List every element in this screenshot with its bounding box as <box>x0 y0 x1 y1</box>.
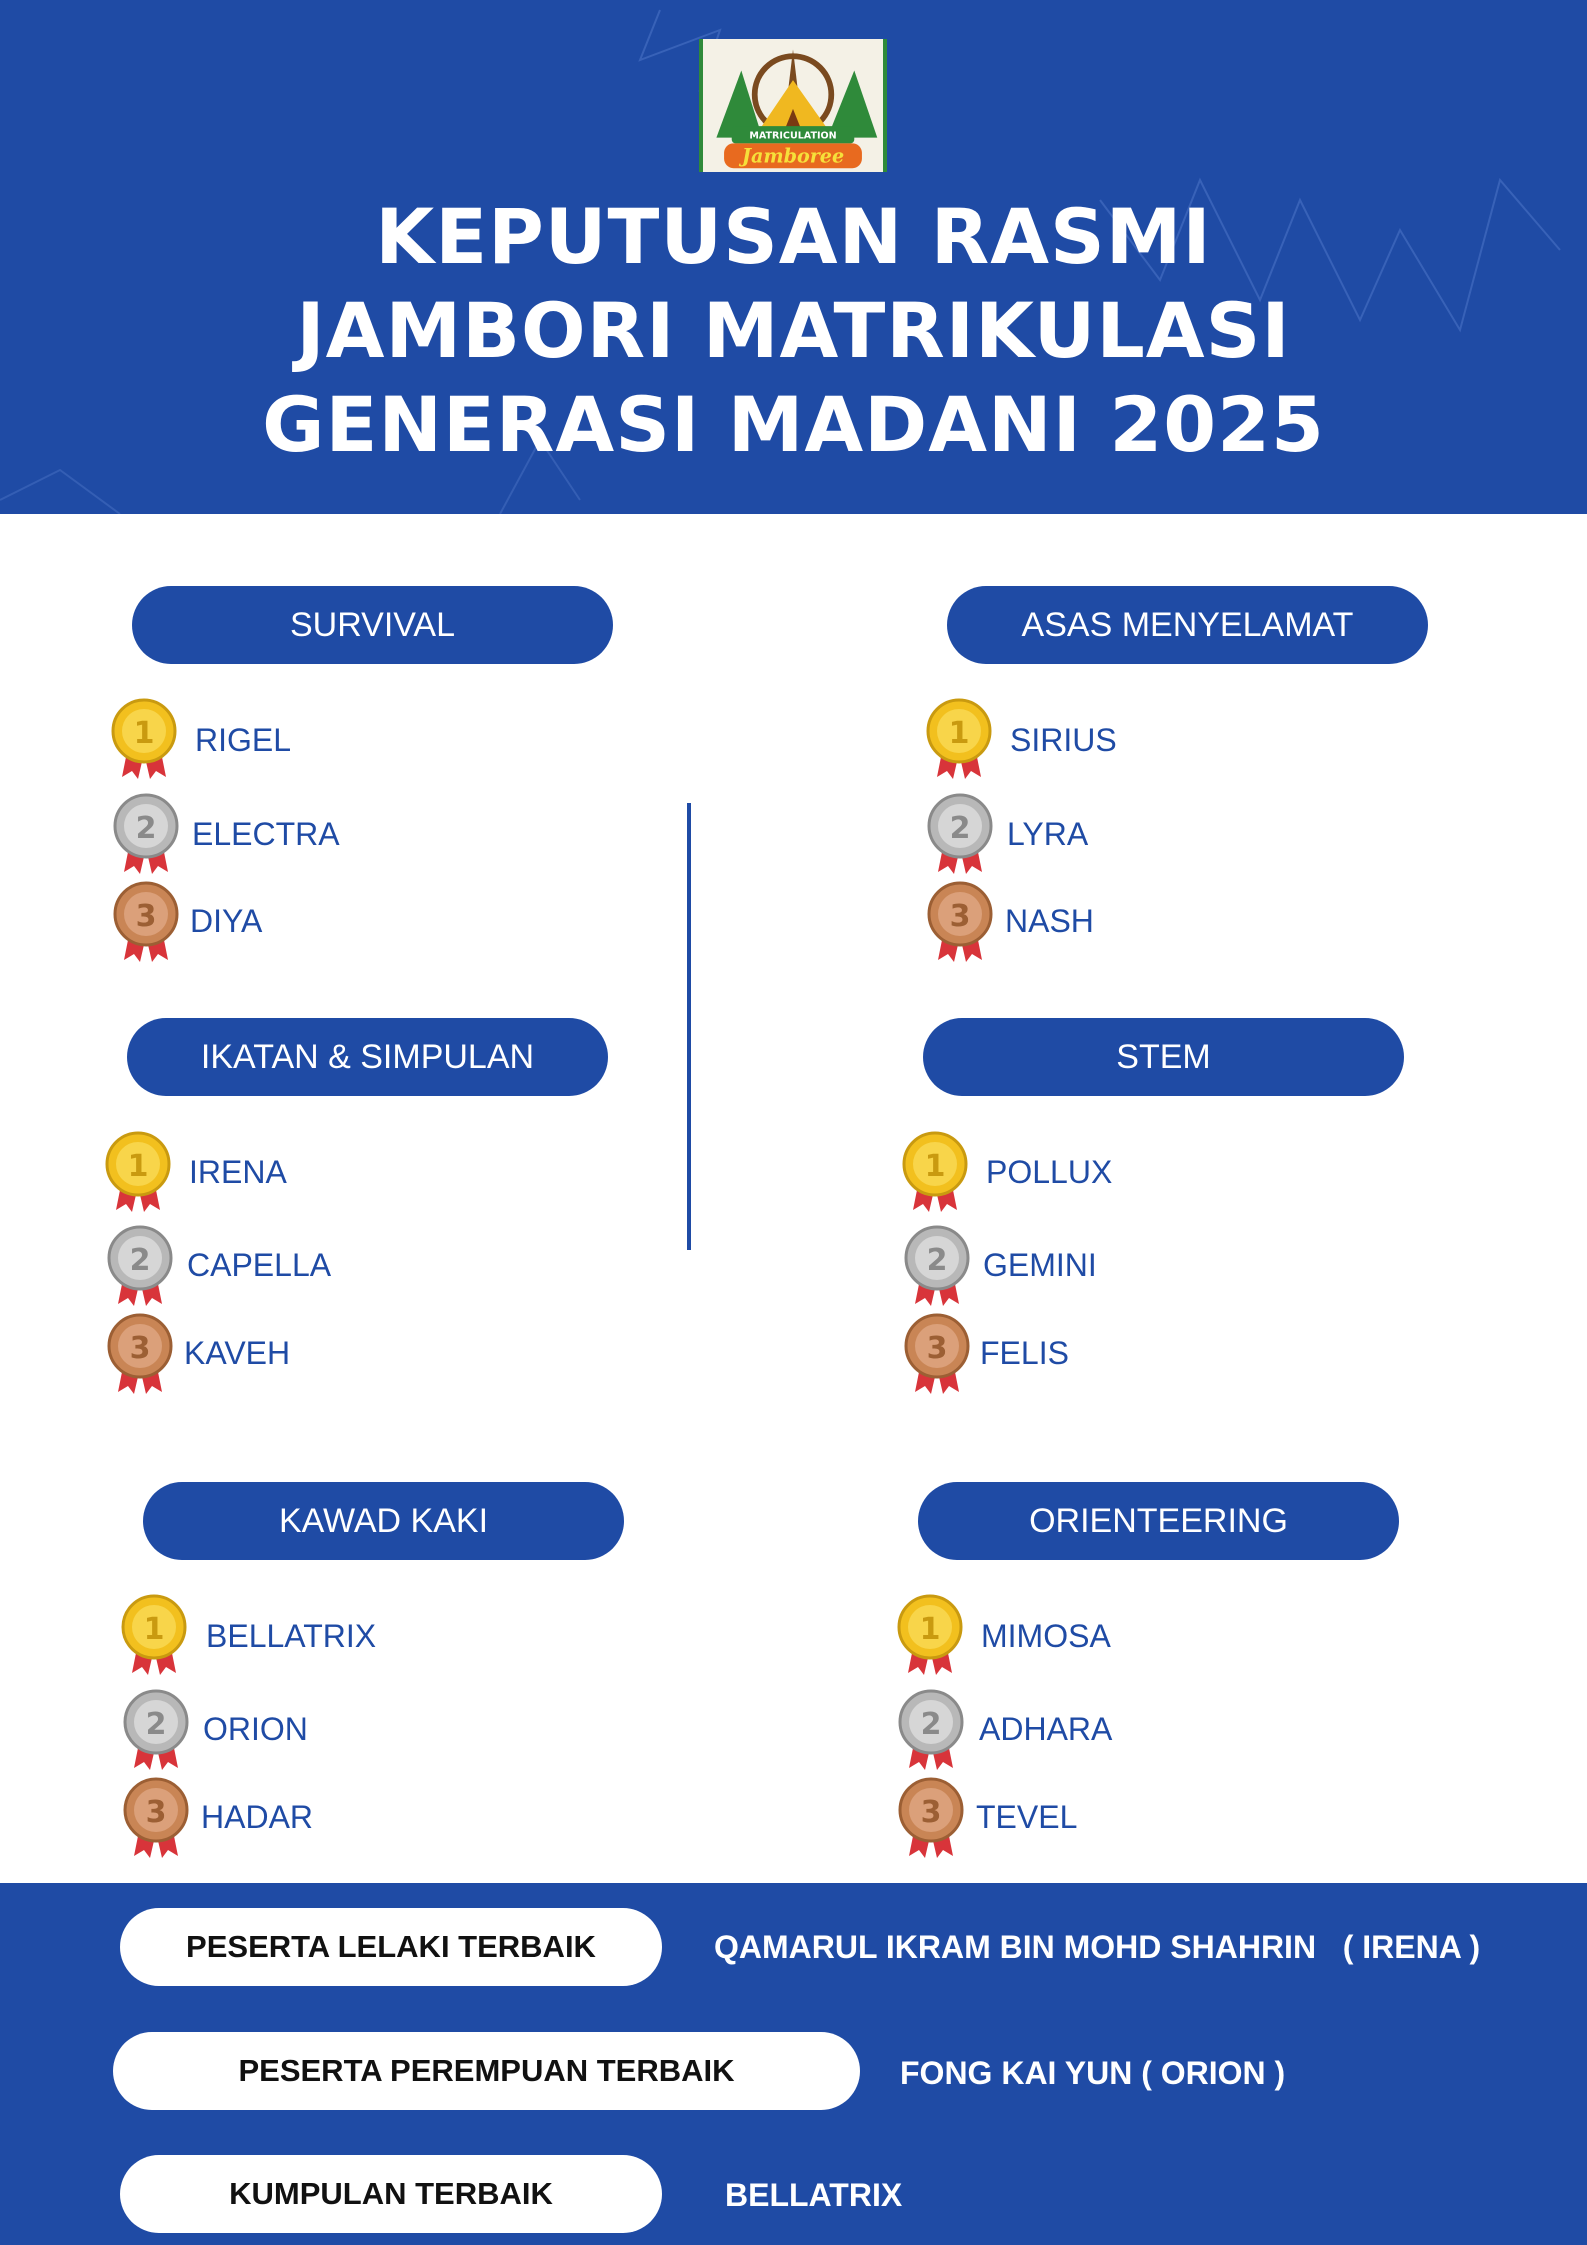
winner-name: KAVEH <box>184 1335 291 1371</box>
winner-name: SIRIUS <box>1010 722 1117 758</box>
svg-text:2: 2 <box>927 1243 948 1278</box>
winner-name: CAPELLA <box>187 1247 332 1283</box>
award-label-best-female: PESERTA PEREMPUAN TERBAIK <box>113 2032 860 2110</box>
gold-medal-icon: 1 <box>923 697 995 779</box>
award-value-best-male: QAMARUL IKRAM BIN MOHD SHAHRIN ( IRENA ) <box>714 1929 1481 1965</box>
svg-text:1: 1 <box>920 1612 941 1647</box>
svg-text:1: 1 <box>925 1149 946 1184</box>
category-header-kawad-kaki: KAWAD KAKI <box>143 1482 624 1560</box>
winner-name: ELECTRA <box>192 816 340 852</box>
gold-medal-icon: 1 <box>899 1130 971 1212</box>
bronze-medal-icon: 3 <box>104 1312 176 1394</box>
silver-medal-icon: 2 <box>895 1688 967 1770</box>
title-line-1: KEPUTUSAN RASMI <box>375 192 1212 281</box>
title-line-3: GENERASI MADANI 2025 <box>262 380 1325 469</box>
award-value-best-group: BELLATRIX <box>725 2177 903 2213</box>
svg-text:3: 3 <box>146 1795 167 1830</box>
svg-text:3: 3 <box>130 1331 151 1366</box>
svg-text:3: 3 <box>927 1331 948 1366</box>
category-header-ikatan-simpulan: IKATAN & SIMPULAN <box>127 1018 608 1096</box>
svg-text:1: 1 <box>144 1612 165 1647</box>
award-value-best-female: FONG KAI YUN ( ORION ) <box>900 2055 1286 2091</box>
svg-text:1: 1 <box>949 716 970 751</box>
bronze-medal-icon: 3 <box>120 1776 192 1858</box>
category-header-orienteering: ORIENTEERING <box>918 1482 1399 1560</box>
svg-text:MATRICULATION: MATRICULATION <box>749 131 836 142</box>
svg-text:3: 3 <box>921 1795 942 1830</box>
svg-text:Jamboree: Jamboree <box>739 144 844 167</box>
winner-name: ADHARA <box>979 1711 1113 1747</box>
winner-name: LYRA <box>1007 816 1089 852</box>
svg-text:3: 3 <box>950 899 971 934</box>
bronze-medal-icon: 3 <box>901 1312 973 1394</box>
header-banner: MATRICULATION Jamboree KEPUTUSAN RASMI J… <box>0 0 1587 514</box>
winner-name: DIYA <box>190 903 263 939</box>
silver-medal-icon: 2 <box>924 792 996 874</box>
silver-medal-icon: 2 <box>901 1224 973 1306</box>
svg-text:2: 2 <box>136 811 157 846</box>
gold-medal-icon: 1 <box>118 1593 190 1675</box>
category-header-survival: SURVIVAL <box>132 586 613 664</box>
silver-medal-icon: 2 <box>120 1688 192 1770</box>
winner-name: GEMINI <box>983 1247 1097 1283</box>
category-header-stem: STEM <box>923 1018 1404 1096</box>
award-label-best-group: KUMPULAN TERBAIK <box>120 2155 662 2233</box>
award-label-best-male: PESERTA LELAKI TERBAIK <box>120 1908 662 1986</box>
category-header-asas-menyelamat: ASAS MENYELAMAT <box>947 586 1428 664</box>
winner-name: RIGEL <box>195 722 292 758</box>
bronze-medal-icon: 3 <box>924 880 996 962</box>
svg-text:3: 3 <box>136 899 157 934</box>
silver-medal-icon: 2 <box>104 1224 176 1306</box>
title-line-2: JAMBORI MATRIKULASI <box>296 286 1291 375</box>
bronze-medal-icon: 3 <box>110 880 182 962</box>
svg-text:1: 1 <box>134 716 155 751</box>
svg-text:2: 2 <box>921 1707 942 1742</box>
svg-text:2: 2 <box>950 811 971 846</box>
winner-name: NASH <box>1005 903 1094 939</box>
svg-text:2: 2 <box>130 1243 151 1278</box>
column-divider <box>687 803 691 1250</box>
winner-name: MIMOSA <box>981 1618 1111 1654</box>
gold-medal-icon: 1 <box>102 1130 174 1212</box>
svg-text:2: 2 <box>146 1707 167 1742</box>
winner-name: BELLATRIX <box>206 1618 377 1654</box>
svg-text:1: 1 <box>128 1149 149 1184</box>
winner-name: TEVEL <box>976 1799 1078 1835</box>
winner-name: POLLUX <box>986 1154 1113 1190</box>
bronze-medal-icon: 3 <box>895 1776 967 1858</box>
page-title: KEPUTUSAN RASMI JAMBORI MATRIKULASI GENE… <box>0 190 1587 472</box>
winner-name: ORION <box>203 1711 308 1747</box>
silver-medal-icon: 2 <box>110 792 182 874</box>
winner-name: HADAR <box>201 1799 314 1835</box>
winner-name: FELIS <box>980 1335 1069 1371</box>
winner-name: IRENA <box>189 1154 287 1190</box>
gold-medal-icon: 1 <box>894 1593 966 1675</box>
gold-medal-icon: 1 <box>108 697 180 779</box>
jamboree-logo: MATRICULATION Jamboree <box>699 39 887 172</box>
